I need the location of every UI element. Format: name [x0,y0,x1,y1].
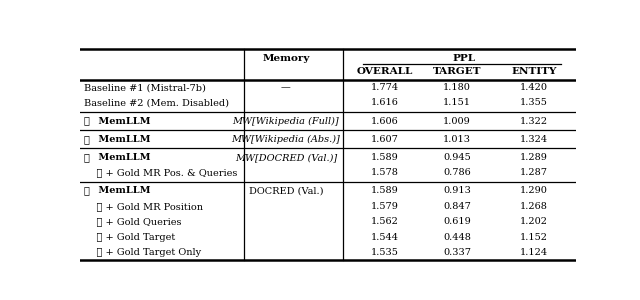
Text: 0.945: 0.945 [443,153,471,162]
Text: 1.606: 1.606 [371,117,399,126]
Text: 0.448: 0.448 [443,232,471,242]
Text: 1.009: 1.009 [443,117,471,126]
Text: 1.180: 1.180 [443,83,471,92]
Text: 1.355: 1.355 [520,98,548,107]
Text: 1.544: 1.544 [371,232,399,242]
Text: 0.847: 0.847 [443,202,471,211]
Text: 1.268: 1.268 [520,202,548,211]
Text: 1.322: 1.322 [520,117,548,126]
Text: ①: ① [84,117,90,126]
Text: 0.619: 0.619 [443,217,471,226]
Text: 1.289: 1.289 [520,153,548,162]
Text: MW[Wikipedia (Abs.)]: MW[Wikipedia (Abs.)] [232,135,340,144]
Text: TARGET: TARGET [433,67,481,76]
Text: PPL: PPL [453,54,476,63]
Text: ③: ③ [84,153,90,162]
Text: 1.420: 1.420 [520,83,548,92]
Text: MW[DOCRED (Val.)]: MW[DOCRED (Val.)] [235,153,337,162]
Text: 0.913: 0.913 [443,186,471,195]
Text: ⑥ + Gold MR Position: ⑥ + Gold MR Position [84,202,203,211]
Text: 1.124: 1.124 [520,248,548,257]
Text: —: — [281,83,291,92]
Text: 1.013: 1.013 [443,135,471,144]
Text: Baseline #1 (Mistral-7b): Baseline #1 (Mistral-7b) [84,83,206,92]
Text: MW[Wikipedia (Full)]: MW[Wikipedia (Full)] [232,116,339,126]
Text: ⑦ + Gold Queries: ⑦ + Gold Queries [84,217,182,226]
Text: 1.152: 1.152 [520,232,548,242]
Text: ②: ② [84,135,90,144]
Text: MemLLM: MemLLM [95,153,151,162]
Text: 1.202: 1.202 [520,217,548,226]
Text: 1.579: 1.579 [371,202,399,211]
Text: Baseline #2 (Mem. Disabled): Baseline #2 (Mem. Disabled) [84,98,229,107]
Text: OVERALL: OVERALL [357,67,413,76]
Text: 1.774: 1.774 [371,83,399,92]
Text: 1.589: 1.589 [371,153,399,162]
Text: ⑤: ⑤ [84,186,90,195]
Text: 1.535: 1.535 [371,248,399,257]
Text: ⑧ + Gold Target: ⑧ + Gold Target [84,232,175,242]
Text: 0.337: 0.337 [443,248,471,257]
Text: ENTITY: ENTITY [511,67,557,76]
Text: DOCRED (Val.): DOCRED (Val.) [248,186,323,195]
Text: Memory: Memory [262,54,310,63]
Text: MemLLM: MemLLM [95,117,151,126]
Text: MemLLM: MemLLM [95,135,151,144]
Text: 1.589: 1.589 [371,186,399,195]
Text: ⑨ + Gold Target Only: ⑨ + Gold Target Only [84,248,201,257]
Text: 1.151: 1.151 [443,98,471,107]
Text: 1.287: 1.287 [520,168,548,177]
Text: 1.578: 1.578 [371,168,399,177]
Text: ④ + Gold MR Pos. & Queries: ④ + Gold MR Pos. & Queries [84,168,237,177]
Text: MemLLM: MemLLM [95,186,151,195]
Text: 0.786: 0.786 [443,168,471,177]
Text: 1.616: 1.616 [371,98,399,107]
Text: 1.324: 1.324 [520,135,548,144]
Text: 1.562: 1.562 [371,217,399,226]
Text: 1.607: 1.607 [371,135,399,144]
Text: 1.290: 1.290 [520,186,548,195]
